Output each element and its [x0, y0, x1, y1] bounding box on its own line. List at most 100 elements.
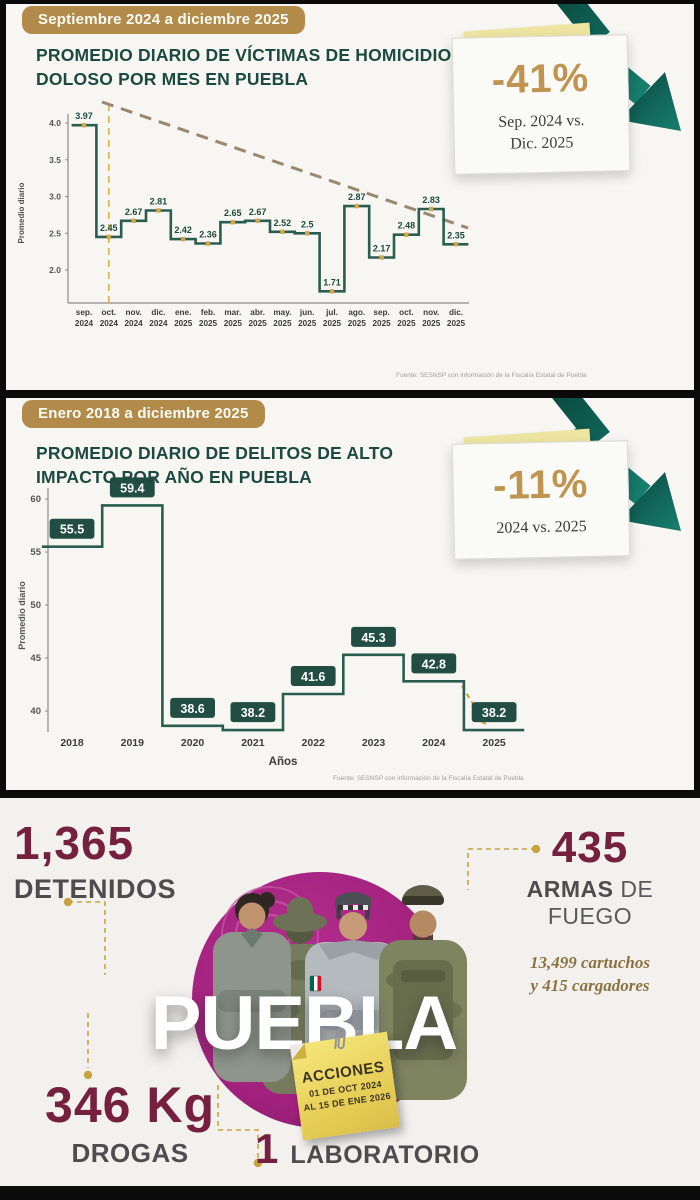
svg-text:2025: 2025 [372, 319, 391, 328]
stat-armas: 435 ARMAS DE FUEGO 13,499 cartuchos y 41… [490, 826, 690, 998]
armas-value: 435 [551, 823, 629, 872]
svg-text:38.2: 38.2 [482, 706, 506, 720]
armas-label: ARMAS DE FUEGO [526, 876, 654, 929]
svg-text:2024: 2024 [422, 737, 446, 749]
svg-text:ago.: ago. [348, 308, 365, 317]
stat-drogas: 346 Kg DROGAS [10, 1080, 250, 1169]
svg-text:55.5: 55.5 [60, 523, 84, 537]
percent-change-caption: Sep. 2024 vs. Dic. 2025 [498, 112, 585, 153]
svg-text:3.97: 3.97 [75, 111, 93, 121]
percent-change-value: -11% [492, 462, 589, 508]
svg-text:2.87: 2.87 [348, 192, 366, 202]
svg-text:41.6: 41.6 [301, 670, 325, 684]
svg-text:2025: 2025 [248, 319, 267, 328]
svg-text:ene.: ene. [175, 308, 191, 317]
detenidos-label: DETENIDOS [14, 874, 177, 904]
acciones-sticky-note: ACCIONES 01 DE OCT 2024 AL 15 DE ENE 202… [289, 1027, 401, 1141]
armas-sub-detail: 13,499 cartuchos y 415 cargadores [530, 953, 650, 995]
svg-text:2.5: 2.5 [49, 228, 61, 238]
svg-text:2025: 2025 [323, 319, 342, 328]
svg-text:2.67: 2.67 [249, 207, 267, 217]
laboratorio-value: 1 [255, 1125, 279, 1172]
svg-text:2025: 2025 [298, 319, 317, 328]
svg-text:2.52: 2.52 [274, 218, 292, 228]
svg-text:2024: 2024 [149, 319, 168, 328]
svg-text:2025: 2025 [348, 319, 367, 328]
svg-text:jul.: jul. [325, 308, 338, 317]
svg-text:45.3: 45.3 [361, 631, 385, 645]
svg-text:60: 60 [30, 494, 41, 505]
svg-text:2025: 2025 [224, 319, 243, 328]
svg-text:2.45: 2.45 [100, 223, 118, 233]
period-badge: Enero 2018 a diciembre 2025 [22, 400, 265, 428]
drogas-value: 346 Kg [45, 1077, 215, 1133]
svg-text:42.8: 42.8 [422, 657, 446, 671]
crime-chart-card: Enero 2018 a diciembre 2025 PROMEDIO DIA… [6, 398, 694, 790]
svg-text:2025: 2025 [397, 319, 416, 328]
svg-text:Años: Años [269, 756, 298, 768]
svg-text:abr.: abr. [250, 308, 265, 317]
chart-title: PROMEDIO DIARIO DE VÍCTIMAS DE HOMICIDIO… [36, 45, 452, 89]
percent-change-caption: 2024 vs. 2025 [496, 518, 587, 537]
svg-text:2020: 2020 [181, 737, 205, 749]
svg-text:2.42: 2.42 [174, 225, 192, 235]
source-note: Fuente: SESNSP con información de la Fis… [396, 372, 587, 379]
svg-text:nov.: nov. [125, 308, 141, 317]
svg-text:2024: 2024 [75, 319, 94, 328]
svg-text:59.4: 59.4 [120, 481, 144, 495]
svg-text:may.: may. [273, 308, 291, 317]
svg-text:Promedio diario: Promedio diario [17, 581, 27, 650]
svg-text:2025: 2025 [422, 319, 441, 328]
drogas-label: DROGAS [71, 1138, 189, 1168]
svg-text:3.0: 3.0 [49, 192, 61, 202]
svg-text:4.0: 4.0 [49, 118, 61, 128]
svg-text:2.83: 2.83 [422, 195, 440, 205]
svg-text:45: 45 [30, 653, 41, 664]
officer-woman-left [213, 892, 291, 1082]
svg-text:2.65: 2.65 [224, 208, 242, 218]
svg-text:2.48: 2.48 [398, 221, 416, 231]
svg-text:Promedio diario: Promedio diario [17, 182, 26, 243]
actions-summary-section: PUEBLA 1,365 DETENIDOS 435 ARMAS DE FUEG… [0, 798, 700, 1186]
svg-text:2019: 2019 [121, 737, 145, 749]
svg-text:sep.: sep. [76, 308, 92, 317]
svg-text:nov.: nov. [423, 308, 439, 317]
svg-text:55: 55 [30, 547, 41, 558]
chart-title: PROMEDIO DIARIO DE DELITOS DE ALTO IMPAC… [36, 443, 394, 487]
svg-text:40: 40 [30, 706, 41, 717]
svg-text:oct.: oct. [102, 308, 117, 317]
stat-laboratorio: 1 LABORATORIO [255, 1128, 480, 1170]
svg-text:dic.: dic. [449, 308, 463, 317]
svg-text:2.36: 2.36 [199, 230, 217, 240]
svg-text:2.67: 2.67 [125, 207, 143, 217]
crime-step-chart: 40 45 50 55 60 Promedio diario 55.5 59.4 38.6 38.… [17, 477, 525, 768]
svg-text:38.2: 38.2 [241, 706, 265, 720]
homicide-chart-card: Septiembre 2024 a diciembre 2025 PROMEDI… [6, 4, 694, 390]
period-badge: Septiembre 2024 a diciembre 2025 [22, 6, 305, 34]
svg-text:2022: 2022 [302, 737, 326, 749]
svg-text:dic.: dic. [151, 308, 165, 317]
percent-callout-card: -41% Sep. 2024 vs. Dic. 2025 [451, 22, 631, 176]
svg-text:2024: 2024 [124, 319, 143, 328]
svg-text:2021: 2021 [241, 737, 265, 749]
percent-callout-card: -11% 2024 vs. 2025 [451, 428, 631, 560]
svg-text:2.17: 2.17 [373, 244, 391, 254]
svg-text:2018: 2018 [60, 737, 84, 749]
svg-text:jun.: jun. [299, 308, 315, 317]
laboratorio-label: LABORATORIO [290, 1141, 480, 1169]
paperclip-icon [334, 1027, 346, 1050]
svg-text:2024: 2024 [100, 319, 119, 328]
homicide-step-chart: 2.0 2.5 3.0 3.5 4.0 Promedio diario 3.97 2.45 2.… [17, 100, 469, 328]
svg-text:sep.: sep. [373, 308, 389, 317]
svg-text:3.5: 3.5 [49, 155, 61, 165]
svg-text:feb.: feb. [201, 308, 216, 317]
detenidos-value: 1,365 [14, 817, 135, 869]
svg-text:2023: 2023 [362, 737, 386, 749]
svg-text:2025: 2025 [174, 319, 193, 328]
source-note: Fuente: SESNSP con información de la Fis… [333, 775, 524, 782]
soldier-man-right [379, 885, 467, 1100]
percent-change-value: -41% [491, 55, 590, 103]
svg-text:2.81: 2.81 [150, 196, 168, 206]
svg-text:2025: 2025 [482, 737, 506, 749]
svg-text:2.35: 2.35 [447, 230, 465, 240]
